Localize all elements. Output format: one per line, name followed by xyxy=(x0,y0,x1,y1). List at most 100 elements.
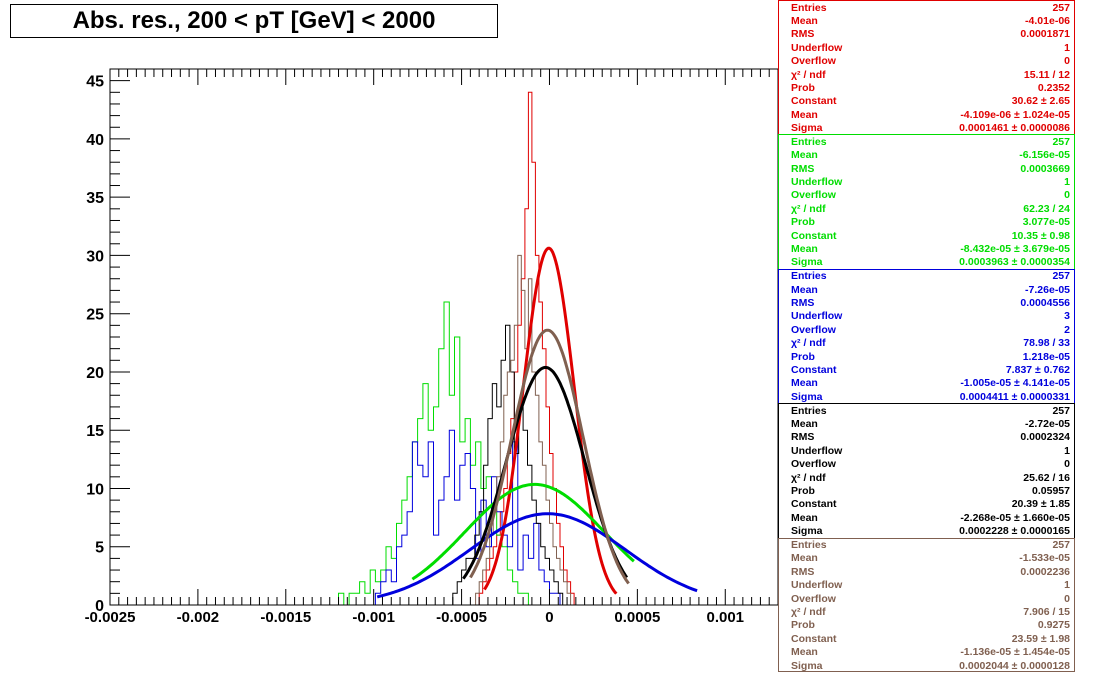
stats-key: Mean xyxy=(791,108,818,121)
stats-row: Entries 257 xyxy=(791,136,1070,149)
x-tick-label: 0.001 xyxy=(706,609,744,626)
stats-key: Constant xyxy=(791,498,837,511)
stats-row: Mean -2.72e-05 xyxy=(791,418,1070,431)
fit-curve-4 xyxy=(469,328,630,585)
stats-value: 25.62 / 16 xyxy=(1023,471,1070,484)
stats-value: 0.0002236 xyxy=(1020,565,1070,578)
stats-value: 0.05957 xyxy=(1032,485,1070,498)
stats-key: Mean xyxy=(791,646,818,659)
stats-panel-1: Entries 257 Mean -6.156e-05 RMS 0.0003669 Unde… xyxy=(778,134,1075,270)
stats-key: χ² / ndf xyxy=(791,606,826,619)
stats-key: RMS xyxy=(791,297,815,310)
stats-value: 0.0003669 xyxy=(1020,162,1070,175)
stats-row: Entries 257 xyxy=(791,270,1070,283)
stats-value: -4.01e-06 xyxy=(1025,14,1070,27)
stats-value: 10.35 ± 0.98 xyxy=(1011,229,1070,242)
stats-key: Prob xyxy=(791,485,815,498)
stats-row: Constant 20.39 ± 1.85 xyxy=(791,498,1070,511)
stats-value: 23.59 ± 1.98 xyxy=(1011,632,1070,645)
stats-row: Underflow 1 xyxy=(791,445,1070,458)
stats-key: Mean xyxy=(791,511,818,524)
y-tick-label: 25 xyxy=(86,307,104,324)
stats-key: Underflow xyxy=(791,444,843,457)
stats-row: Prob 0.05957 xyxy=(791,485,1070,498)
stats-key: Overflow xyxy=(791,189,836,202)
stats-key: Entries xyxy=(791,1,827,14)
x-tick-label: -0.0005 xyxy=(436,609,487,626)
stats-value: 20.39 ± 1.85 xyxy=(1011,498,1070,511)
stats-value: -1.136e-05 ± 1.454e-05 xyxy=(960,646,1070,659)
stats-panel-0: Entries 257 Mean -4.01e-06 RMS 0.0001871 Under… xyxy=(778,0,1075,136)
stats-value: 0.0002324 xyxy=(1020,431,1070,444)
stats-value: 7.837 ± 0.762 xyxy=(1005,364,1070,377)
x-tick-label: -0.0025 xyxy=(85,609,136,626)
stats-value: 30.62 ± 2.65 xyxy=(1011,95,1070,108)
stats-value: 2 xyxy=(1064,323,1070,336)
y-tick-label: 35 xyxy=(86,190,104,207)
stats-key: Mean xyxy=(791,283,818,296)
histograms xyxy=(338,91,575,606)
stats-value: -2.72e-05 xyxy=(1025,418,1070,431)
stats-key: Underflow xyxy=(791,310,843,323)
stats-key: Underflow xyxy=(791,41,843,54)
stats-value: 0 xyxy=(1064,189,1070,202)
stats-value: 0.0001461 ± 0.0000086 xyxy=(959,122,1070,135)
fit-curve-1 xyxy=(411,482,635,581)
stats-key: Overflow xyxy=(791,55,836,68)
stats-row: Sigma 0.0002228 ± 0.0000165 xyxy=(791,525,1070,538)
fit-curves xyxy=(376,246,698,599)
stats-value: 0.2352 xyxy=(1037,81,1070,94)
stats-row: RMS 0.0002324 xyxy=(791,431,1070,444)
stats-row: Overflow 0 xyxy=(791,189,1070,202)
stats-value: 0.0001871 xyxy=(1020,28,1070,41)
stats-key: Underflow xyxy=(791,176,843,189)
stats-key: Mean xyxy=(791,552,818,565)
y-tick-label: 30 xyxy=(86,248,104,265)
stats-key: Mean xyxy=(791,149,818,162)
stats-panel-3: Entries 257 Mean -2.72e-05 RMS 0.0002324 Under… xyxy=(778,403,1075,539)
stats-key: Prob xyxy=(791,216,815,229)
stats-value: 0.0002228 ± 0.0000165 xyxy=(959,525,1070,538)
y-tick-label: 40 xyxy=(86,132,104,149)
stats-value: 3.077e-05 xyxy=(1022,216,1070,229)
stats-row: Entries 257 xyxy=(791,405,1070,418)
stats-row: Prob 3.077e-05 xyxy=(791,216,1070,229)
stats-value: 0 xyxy=(1064,458,1070,471)
stats-row: Constant 23.59 ± 1.98 xyxy=(791,633,1070,646)
stats-key: Entries xyxy=(791,270,827,283)
stats-row: Underflow 1 xyxy=(791,176,1070,189)
stats-row: Overflow 0 xyxy=(791,458,1070,471)
plot-title: Abs. res., 200 < pT [GeV] < 2000 xyxy=(10,4,498,38)
stats-row: Underflow 3 xyxy=(791,310,1070,323)
stats-row: Constant 30.62 ± 2.65 xyxy=(791,95,1070,108)
stats-row: Mean -8.432e-05 ± 3.679e-05 xyxy=(791,243,1070,256)
x-tick-label: -0.001 xyxy=(352,609,395,626)
stats-key: χ² / ndf xyxy=(791,337,826,350)
stats-value: 257 xyxy=(1052,1,1070,14)
stats-value: 1 xyxy=(1064,579,1070,592)
stats-value: 7.906 / 15 xyxy=(1023,606,1070,619)
stats-key: Overflow xyxy=(791,458,836,471)
stats-key: Constant xyxy=(791,229,837,242)
histogram-series-2 xyxy=(374,429,561,605)
stats-row: Mean -4.109e-06 ± 1.024e-05 xyxy=(791,109,1070,122)
stats-value: -2.268e-05 ± 1.660e-05 xyxy=(960,511,1070,524)
stats-row: Overflow 0 xyxy=(791,593,1070,606)
stats-value: -1.005e-05 ± 4.141e-05 xyxy=(960,377,1070,390)
stats-key: χ² / ndf xyxy=(791,202,826,215)
stats-key: Sigma xyxy=(791,659,823,672)
stats-value: 0.9275 xyxy=(1037,619,1070,632)
stats-key: RMS xyxy=(791,431,815,444)
stats-value: 0.0004411 ± 0.0000331 xyxy=(959,390,1070,403)
stats-value: 78.98 / 33 xyxy=(1023,337,1070,350)
fit-curve-2 xyxy=(376,512,698,599)
stats-key: Prob xyxy=(791,350,815,363)
stats-row: Constant 7.837 ± 0.762 xyxy=(791,364,1070,377)
stats-key: Mean xyxy=(791,243,818,256)
stats-row: χ² / ndf 7.906 / 15 xyxy=(791,606,1070,619)
stats-key: Prob xyxy=(791,619,815,632)
stats-row: Sigma 0.0004411 ± 0.0000331 xyxy=(791,391,1070,404)
stats-row: Underflow 1 xyxy=(791,579,1070,592)
stats-value: 1 xyxy=(1064,41,1070,54)
